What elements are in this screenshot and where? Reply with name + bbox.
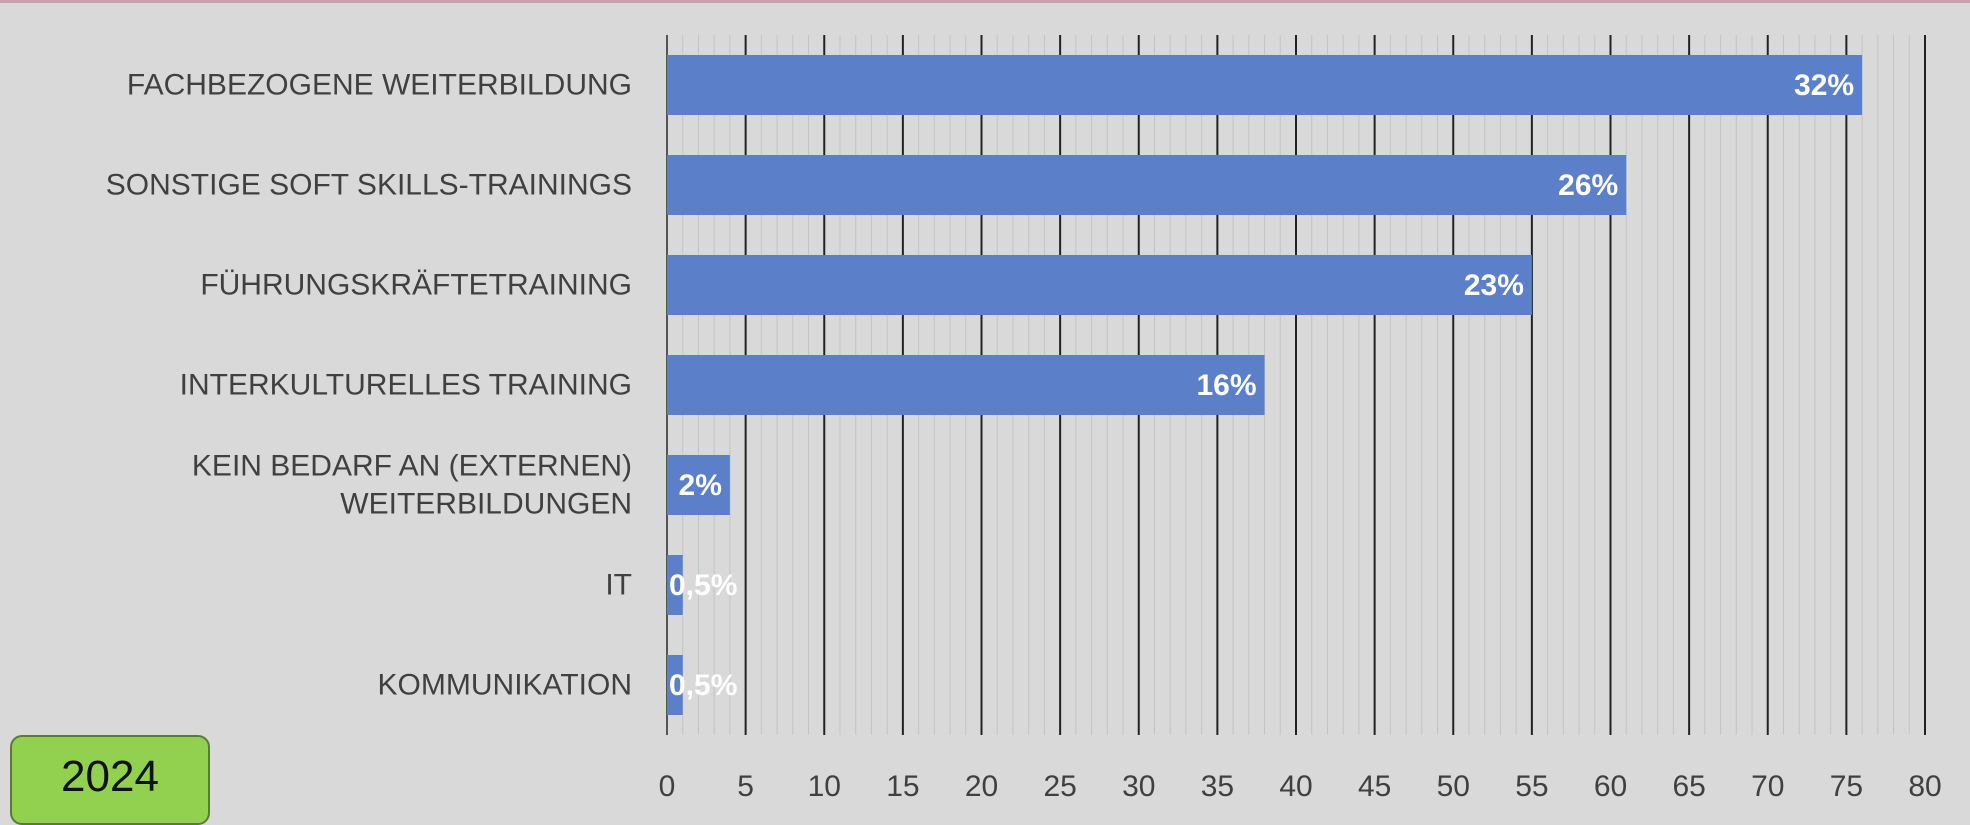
x-tick-label: 35 [1201,770,1234,803]
data-label: 0,5% [669,569,737,602]
bar [667,455,730,515]
data-label: 0,5% [669,669,737,702]
category-label: KEIN BEDARF AN (EXTERNEN) WEITERBILDUNGE… [191,449,632,521]
bar [667,155,1627,215]
category-label: FACHBEZOGENE WEITERBILDUNG [126,68,632,102]
data-label: 16% [1197,369,1257,402]
data-label: 26% [1558,169,1618,202]
x-tick-label: 30 [1122,770,1155,803]
bar [667,255,1532,315]
category-label: KOMMUNIKATION [377,668,632,702]
data-label: 32% [1794,69,1854,102]
x-tick-label: 5 [737,770,754,803]
x-tick-label: 40 [1279,770,1312,803]
category-label: IT [605,568,632,602]
x-tick-label: 50 [1437,770,1470,803]
x-tick-label: 0 [659,770,676,803]
x-tick-label: 75 [1830,770,1863,803]
bar [667,55,1863,115]
bar [667,655,683,715]
data-label: 23% [1464,269,1524,302]
category-label: SONSTIGE SOFT SKILLS-TRAININGS [105,168,632,202]
x-tick-label: 55 [1515,770,1548,803]
bar [667,355,1265,415]
year-badge: 2024 [10,735,210,825]
category-label: FÜHRUNGSKRÄFTETRAINING [200,268,632,302]
category-label: INTERKULTURELLES TRAINING [179,368,632,402]
bar [667,555,683,615]
x-tick-label: 70 [1751,770,1784,803]
x-tick-label: 60 [1594,770,1627,803]
x-tick-label: 20 [965,770,998,803]
data-label: 2% [679,469,722,502]
x-tick-label: 10 [808,770,841,803]
x-tick-label: 25 [1043,770,1076,803]
x-tick-label: 45 [1358,770,1391,803]
x-tick-label: 80 [1908,770,1941,803]
x-tick-label: 65 [1672,770,1705,803]
x-tick-label: 15 [886,770,919,803]
